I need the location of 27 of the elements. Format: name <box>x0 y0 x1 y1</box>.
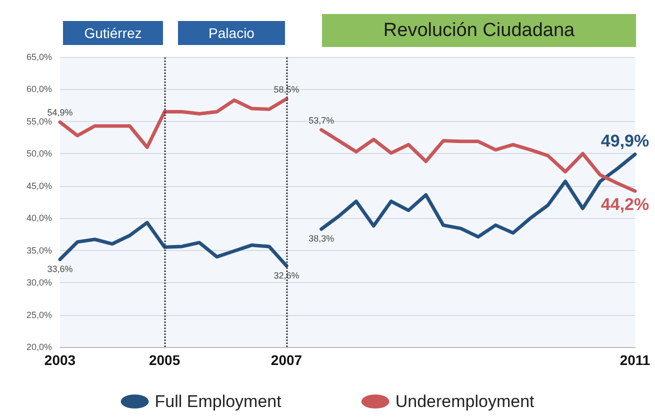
data-label: 33,6% <box>47 264 73 274</box>
data-label: 32,6% <box>274 270 300 280</box>
x-tick-label: 2007 <box>270 352 302 368</box>
text: Palacio <box>208 25 255 41</box>
data-label: 49,9% <box>600 131 650 150</box>
legend-label: Full Employment <box>154 392 282 411</box>
y-tick-label: 60,0% <box>26 84 52 94</box>
y-tick-label: 25,0% <box>26 310 52 320</box>
x-tick-label: 2005 <box>148 352 180 368</box>
y-tick-label: 55,0% <box>26 116 52 126</box>
y-tick-label: 45,0% <box>26 180 52 191</box>
legend-label: Underemployment <box>395 392 535 411</box>
data-label: 54,9% <box>47 108 73 118</box>
x-tick-label: 2003 <box>44 352 76 368</box>
data-label: 53,7% <box>308 115 334 126</box>
data-label: 44,2% <box>600 195 650 214</box>
y-tick-label: 50,0% <box>26 148 52 159</box>
y-tick-label: 40,0% <box>26 213 52 224</box>
y-tick-label: 30,0% <box>26 278 52 288</box>
data-label: 38,3% <box>308 234 334 244</box>
x-tick-label: 2011 <box>620 352 650 368</box>
text: Revolución Ciudadana <box>383 20 576 41</box>
text: Gutiérrez <box>84 25 142 41</box>
y-tick-label: 20,0% <box>26 342 52 352</box>
y-tick-label: 65,0% <box>26 52 52 62</box>
data-label: 58,5% <box>274 84 300 94</box>
y-tick-label: 35,0% <box>26 245 52 256</box>
